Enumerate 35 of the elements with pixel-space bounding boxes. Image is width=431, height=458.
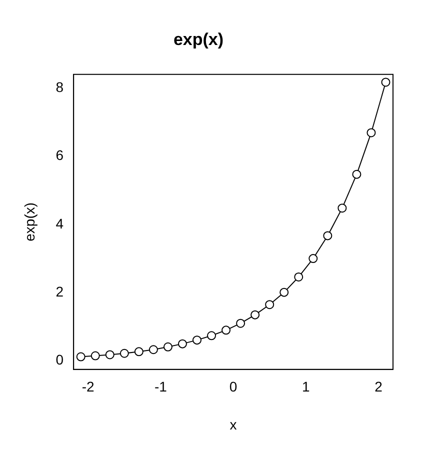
- point: [148, 345, 158, 354]
- point: [90, 351, 100, 360]
- y-axis-title: exp(x): [21, 202, 38, 242]
- x-tick-label: -2: [82, 378, 95, 395]
- x-tick-label: -1: [154, 378, 168, 395]
- point: [222, 326, 231, 335]
- point: [76, 352, 86, 362]
- point: [105, 350, 114, 360]
- point: [236, 318, 246, 328]
- point: [207, 331, 216, 340]
- point: [250, 310, 260, 320]
- x-axis-title: x: [230, 416, 237, 432]
- point: [178, 339, 187, 348]
- point: [280, 288, 289, 297]
- point: [120, 348, 129, 358]
- y-tick-label: 8: [56, 78, 64, 95]
- y-tick-label: 4: [56, 215, 64, 232]
- point: [308, 254, 318, 264]
- x-tick-label: 1: [302, 378, 310, 395]
- point: [294, 272, 304, 282]
- chart-title: exp(x): [173, 30, 224, 49]
- point: [265, 300, 274, 310]
- y-tick-label: 2: [56, 284, 64, 300]
- y-tick-label: 6: [56, 147, 64, 164]
- point: [352, 170, 362, 179]
- point: [323, 231, 332, 240]
- y-tick-label: 0: [56, 352, 64, 368]
- x-tick-label: 0: [229, 378, 238, 395]
- point: [163, 342, 172, 352]
- point: [381, 78, 390, 87]
- point: [338, 204, 347, 213]
- point: [366, 128, 376, 138]
- x-tick-label: 2: [374, 378, 383, 395]
- point: [134, 347, 144, 356]
- point: [192, 336, 202, 345]
